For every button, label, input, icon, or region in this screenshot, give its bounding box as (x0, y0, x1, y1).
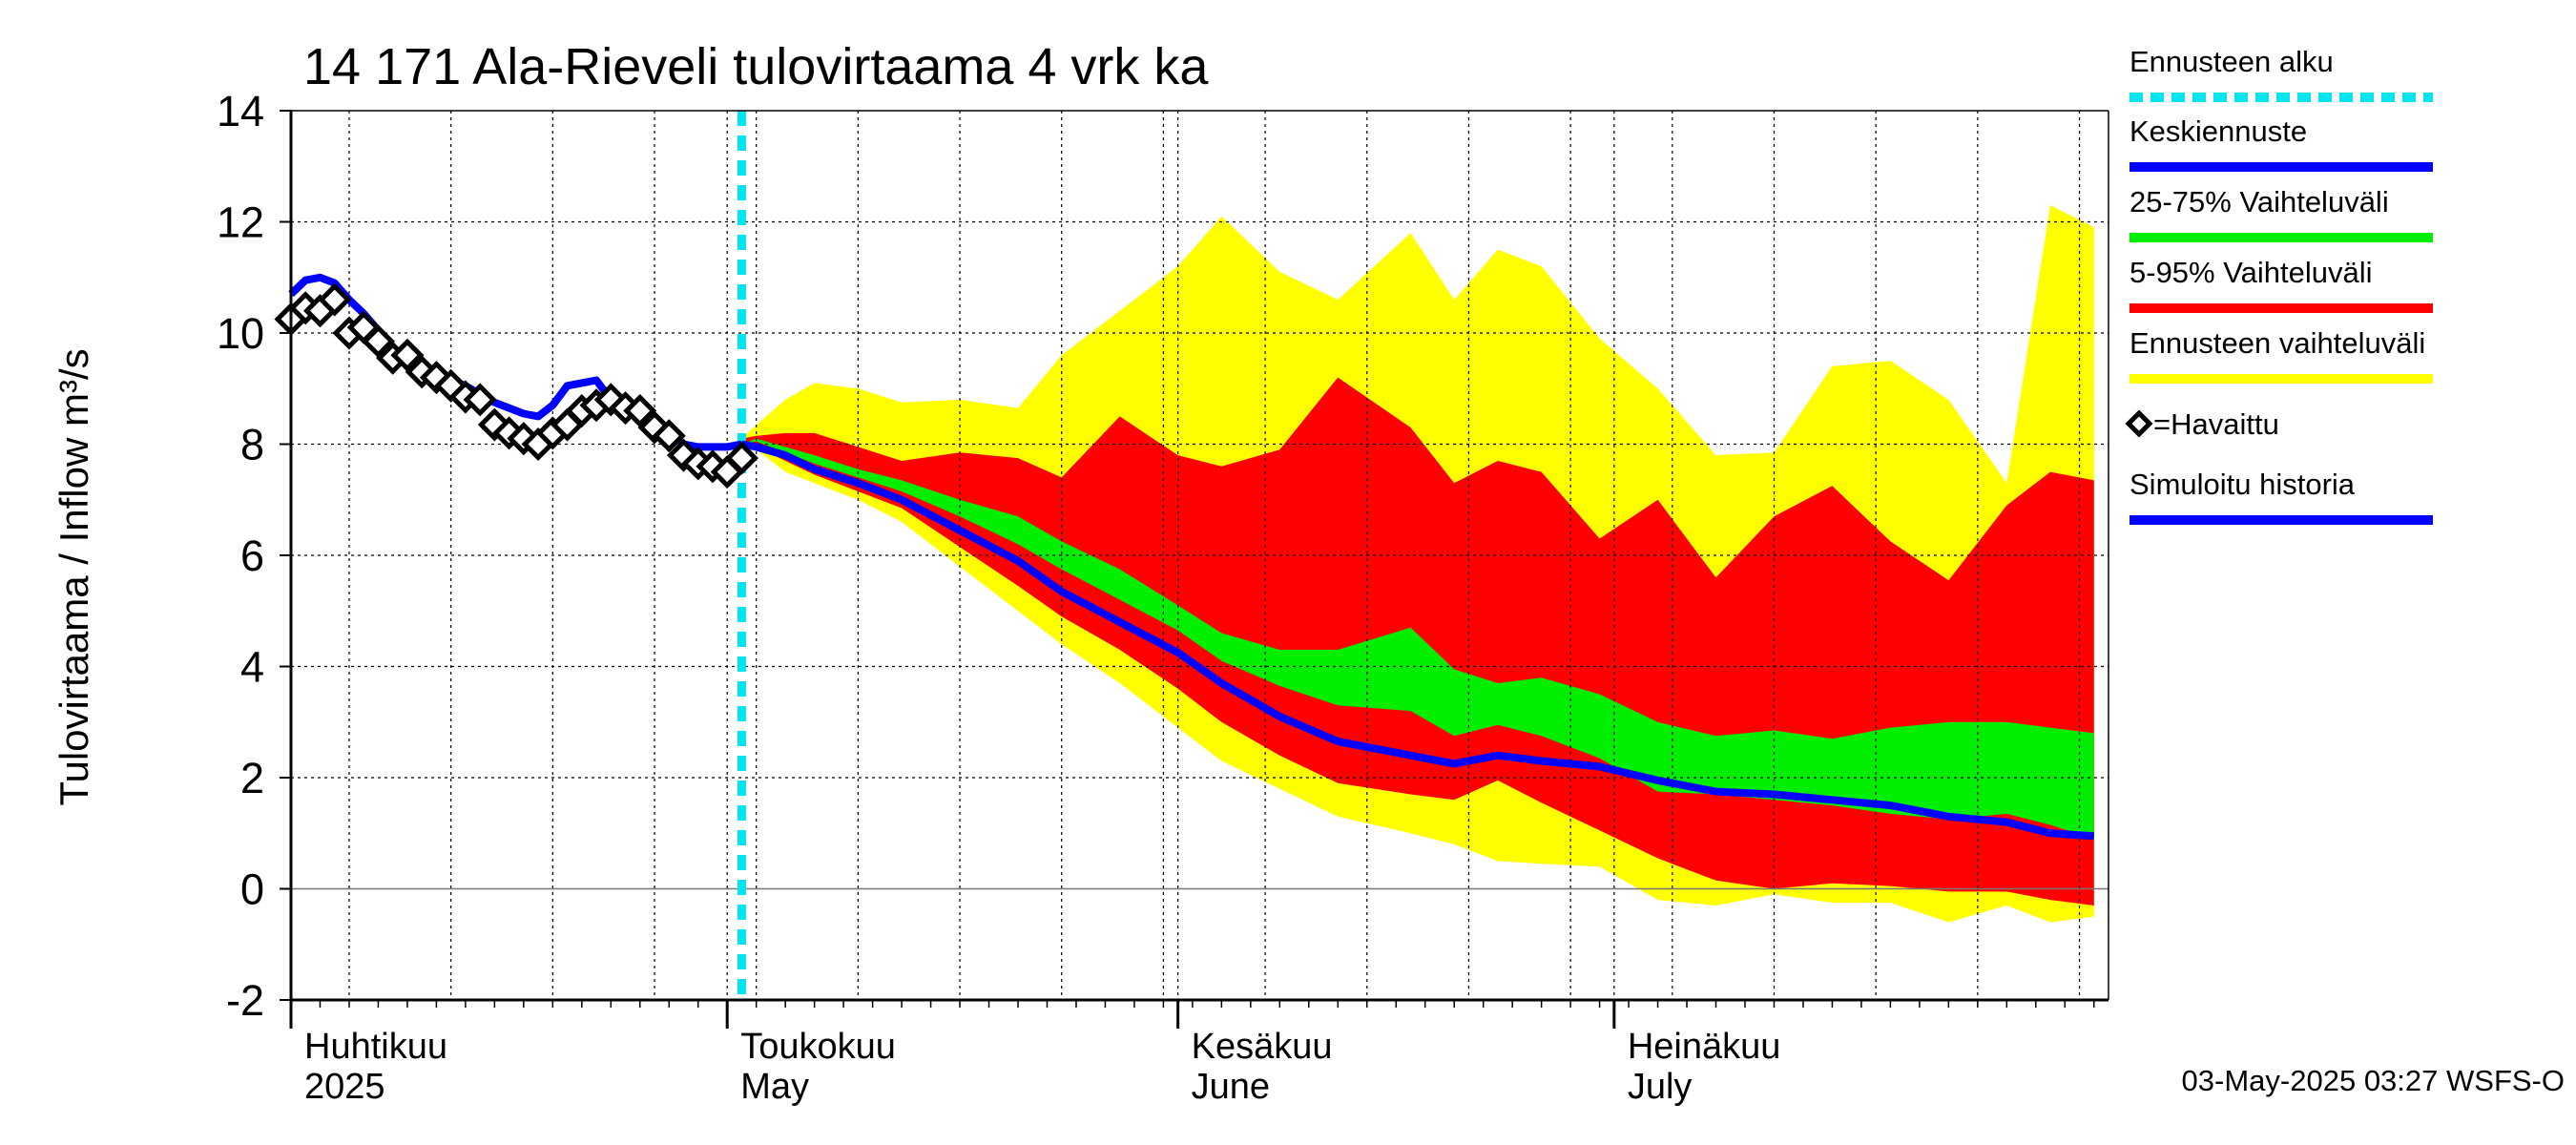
y-tick-label: 2 (240, 754, 264, 802)
y-tick-label: 0 (240, 865, 264, 914)
legend: Ennusteen alku Keskiennuste 25-75% Vaihtel… (2125, 45, 2433, 525)
month-label-en: 2025 (304, 1067, 385, 1107)
observed-point (390, 338, 425, 372)
y-tick-label: -2 (226, 976, 264, 1025)
legend-label: Keskiennuste (2129, 114, 2307, 148)
observed-point (724, 441, 758, 475)
observed-point (318, 282, 352, 317)
legend-label: =Havaittu (2153, 407, 2279, 441)
y-tick-label: 4 (240, 643, 264, 692)
observed-point (652, 419, 686, 453)
month-label-fi: Toukokuu (740, 1027, 896, 1067)
chart-title: 14 171 Ala-Rieveli tulovirtaama 4 vrk ka (303, 38, 1209, 95)
observed-point (361, 324, 395, 359)
month-label-en: May (740, 1067, 809, 1107)
footer-timestamp: 03-May-2025 03:27 WSFS-O (2182, 1064, 2565, 1097)
legend-label: Ennusteen alku (2129, 45, 2334, 78)
y-tick-label: 10 (217, 309, 264, 358)
y-tick-label: 8 (240, 421, 264, 469)
band-25-75 (741, 438, 2094, 840)
legend-label: 25-75% Vaihteluväli (2129, 185, 2389, 219)
legend-marker-observed (2125, 409, 2153, 438)
month-label-fi: Kesäkuu (1192, 1027, 1333, 1067)
legend-label: 5-95% Vaihteluväli (2129, 256, 2372, 289)
month-label-fi: Heinäkuu (1628, 1027, 1781, 1067)
y-tick-label: 12 (217, 198, 264, 247)
observed-point (463, 383, 497, 417)
legend-label: Ennusteen vaihteluväli (2129, 326, 2425, 360)
y-tick-label: 14 (217, 87, 264, 135)
month-label-en: June (1192, 1067, 1270, 1107)
month-label-en: July (1628, 1067, 1693, 1107)
month-label-fi: Huhtikuu (304, 1027, 447, 1067)
observed-point (623, 394, 657, 428)
y-tick-label: 6 (240, 531, 264, 580)
median-forecast-line (740, 440, 2095, 841)
y-axis-label: Tulovirtaama / Inflow m³/s (52, 348, 96, 805)
legend-label: Simuloitu historia (2129, 468, 2356, 501)
